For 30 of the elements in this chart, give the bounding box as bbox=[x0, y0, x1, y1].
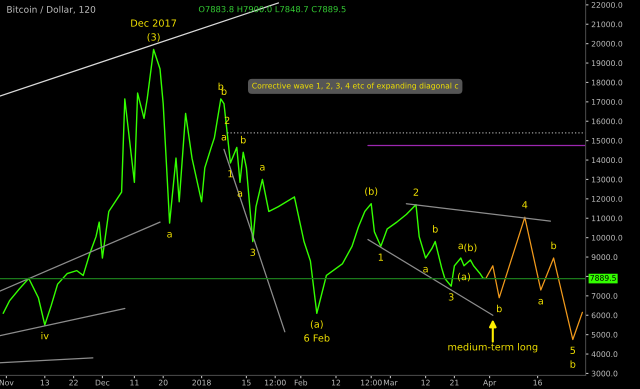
annotation: (b) bbox=[464, 244, 476, 252]
text: Bitcoin / Dollar, 120 bbox=[7, 6, 96, 14]
annotation: (3) bbox=[148, 33, 160, 42]
annotation: b bbox=[551, 242, 556, 250]
annotation: b bbox=[218, 82, 224, 90]
annotation: b bbox=[222, 87, 227, 95]
annotation: 3 bbox=[448, 293, 454, 301]
annotation: (a) bbox=[458, 272, 470, 282]
annotation: 4 bbox=[522, 201, 528, 208]
annotation: Dec 2017 bbox=[131, 19, 176, 27]
annotation: a bbox=[538, 298, 543, 304]
annotation: b bbox=[496, 304, 502, 312]
annotation: a bbox=[222, 134, 226, 141]
annotation: medium-term long bbox=[448, 343, 538, 352]
annotation: a bbox=[167, 232, 172, 238]
annotation: iv bbox=[41, 332, 49, 340]
annotation: 1 bbox=[378, 254, 383, 261]
annotation: 3 bbox=[250, 248, 256, 256]
annotation: b bbox=[432, 225, 438, 233]
annotation: b bbox=[570, 360, 576, 368]
annotation: 2 bbox=[414, 188, 418, 196]
annotation: (a) bbox=[310, 320, 323, 329]
line-series bbox=[486, 216, 584, 340]
annotation: a bbox=[260, 165, 264, 171]
annotation: b bbox=[240, 136, 246, 144]
annotation: (b) bbox=[365, 187, 378, 196]
annotation: 6 Feb bbox=[304, 334, 330, 342]
annotation: 5 bbox=[570, 346, 576, 354]
annotation: a bbox=[458, 244, 463, 250]
annotation: a bbox=[423, 266, 428, 272]
